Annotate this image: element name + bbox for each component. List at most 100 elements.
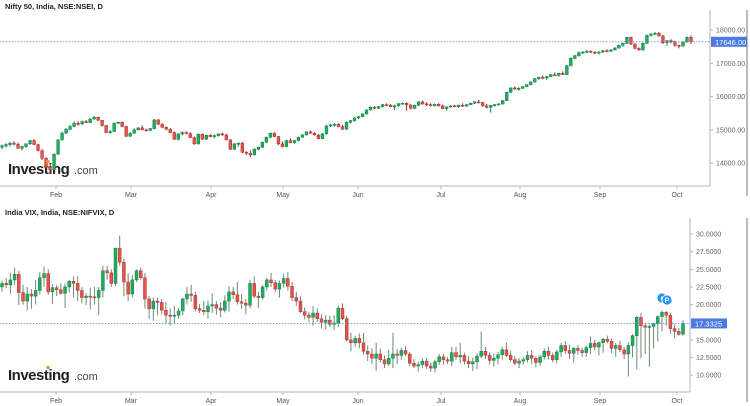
candle-down bbox=[88, 295, 92, 298]
candle-up bbox=[176, 133, 180, 140]
candle-up bbox=[647, 326, 652, 328]
candle-up bbox=[614, 345, 618, 349]
candle-up bbox=[52, 153, 56, 171]
candle-down bbox=[668, 314, 673, 329]
candle-up bbox=[501, 100, 505, 105]
candle-down bbox=[605, 50, 609, 52]
candle-down bbox=[139, 270, 143, 279]
candle-up bbox=[223, 300, 227, 311]
candle-up bbox=[625, 37, 629, 44]
candle-down bbox=[228, 139, 232, 150]
candle-down bbox=[637, 48, 641, 51]
event-marker-label: P bbox=[665, 298, 670, 305]
candle-down bbox=[580, 350, 584, 353]
candle-down bbox=[567, 350, 572, 354]
candle-down bbox=[404, 103, 409, 106]
candle-down bbox=[408, 104, 413, 109]
candle-up bbox=[148, 128, 152, 131]
event-marker-icon[interactable] bbox=[661, 294, 673, 306]
candle-up bbox=[653, 33, 657, 35]
candle-up bbox=[236, 142, 240, 145]
candle-down bbox=[316, 134, 321, 139]
candle-up bbox=[444, 106, 449, 109]
candle-down bbox=[370, 353, 374, 359]
nifty-x-tick-label: Oct bbox=[672, 192, 683, 199]
candle-down bbox=[461, 105, 465, 107]
candle-up bbox=[471, 361, 475, 365]
candle-up bbox=[626, 345, 631, 355]
candle-down bbox=[48, 166, 52, 171]
logo-dot bbox=[46, 365, 50, 370]
candle-up bbox=[320, 133, 325, 139]
candle-up bbox=[132, 129, 136, 134]
candle-down bbox=[120, 121, 124, 127]
candle-up bbox=[521, 359, 525, 362]
candle-up bbox=[67, 281, 71, 288]
candle-down bbox=[126, 281, 130, 295]
candle-down bbox=[84, 121, 88, 123]
candle-down bbox=[504, 349, 509, 356]
candle-down bbox=[105, 270, 109, 274]
vix-candles bbox=[0, 235, 685, 377]
candle-up bbox=[92, 116, 96, 120]
candle-up bbox=[437, 356, 441, 363]
candle-up bbox=[180, 132, 184, 135]
candle-down bbox=[302, 311, 307, 316]
candle-up bbox=[416, 364, 420, 367]
candle-down bbox=[168, 314, 172, 317]
nifty-x-tick-label: Sep bbox=[594, 192, 607, 199]
nifty-x-tick-label: Aug bbox=[514, 192, 527, 199]
logo-suffix: .com bbox=[74, 371, 98, 383]
logo-text: Investing bbox=[8, 161, 70, 178]
candle-down bbox=[563, 345, 568, 351]
candle-down bbox=[462, 355, 467, 362]
candle-down bbox=[188, 133, 192, 138]
candle-up bbox=[635, 317, 639, 336]
candle-up bbox=[352, 117, 357, 121]
candle-down bbox=[256, 295, 261, 298]
candle-down bbox=[576, 348, 580, 351]
candle-down bbox=[288, 140, 293, 143]
candle-down bbox=[618, 345, 622, 351]
vix-x-tick-label: Aug bbox=[514, 398, 527, 405]
candle-up bbox=[465, 104, 469, 107]
candle-down bbox=[100, 119, 104, 126]
candle-down bbox=[192, 137, 196, 145]
candle-down bbox=[122, 261, 126, 283]
candle-up bbox=[281, 278, 286, 284]
candle-down bbox=[673, 41, 677, 46]
candle-up bbox=[101, 270, 105, 291]
candle-down bbox=[248, 152, 253, 156]
candle-up bbox=[458, 355, 462, 358]
candle-down bbox=[403, 350, 408, 355]
vix-event-markers[interactable]: rP bbox=[656, 292, 673, 306]
candle-up bbox=[368, 107, 373, 111]
candle-down bbox=[672, 328, 677, 332]
candle-down bbox=[164, 309, 168, 316]
nifty-last-price-tag bbox=[711, 36, 747, 47]
candle-up bbox=[300, 134, 305, 138]
vix-last-price-tag bbox=[691, 318, 727, 329]
vix-last-price-label: 17.3325 bbox=[695, 319, 722, 328]
vix-y-tick-label: 15.0000 bbox=[696, 337, 721, 344]
candle-down bbox=[629, 37, 633, 45]
candle-up bbox=[68, 126, 72, 130]
candle-down bbox=[487, 355, 492, 361]
candle-up bbox=[248, 283, 252, 306]
candle-down bbox=[553, 74, 557, 76]
candle-up bbox=[457, 105, 461, 107]
candle-down bbox=[357, 338, 362, 343]
candle-up bbox=[181, 298, 185, 312]
candle-down bbox=[40, 150, 44, 159]
candle-down bbox=[639, 317, 643, 327]
candle-up bbox=[210, 304, 214, 307]
candle-down bbox=[328, 319, 332, 325]
vix-y-tick-label: 30.0000 bbox=[696, 232, 721, 239]
vix-x-tick-label: Oct bbox=[672, 398, 683, 405]
candle-down bbox=[54, 287, 59, 291]
candle-down bbox=[319, 318, 324, 323]
vix-x-tick-label: Jul bbox=[437, 398, 446, 405]
candle-up bbox=[588, 343, 593, 348]
candle-up bbox=[555, 351, 559, 360]
